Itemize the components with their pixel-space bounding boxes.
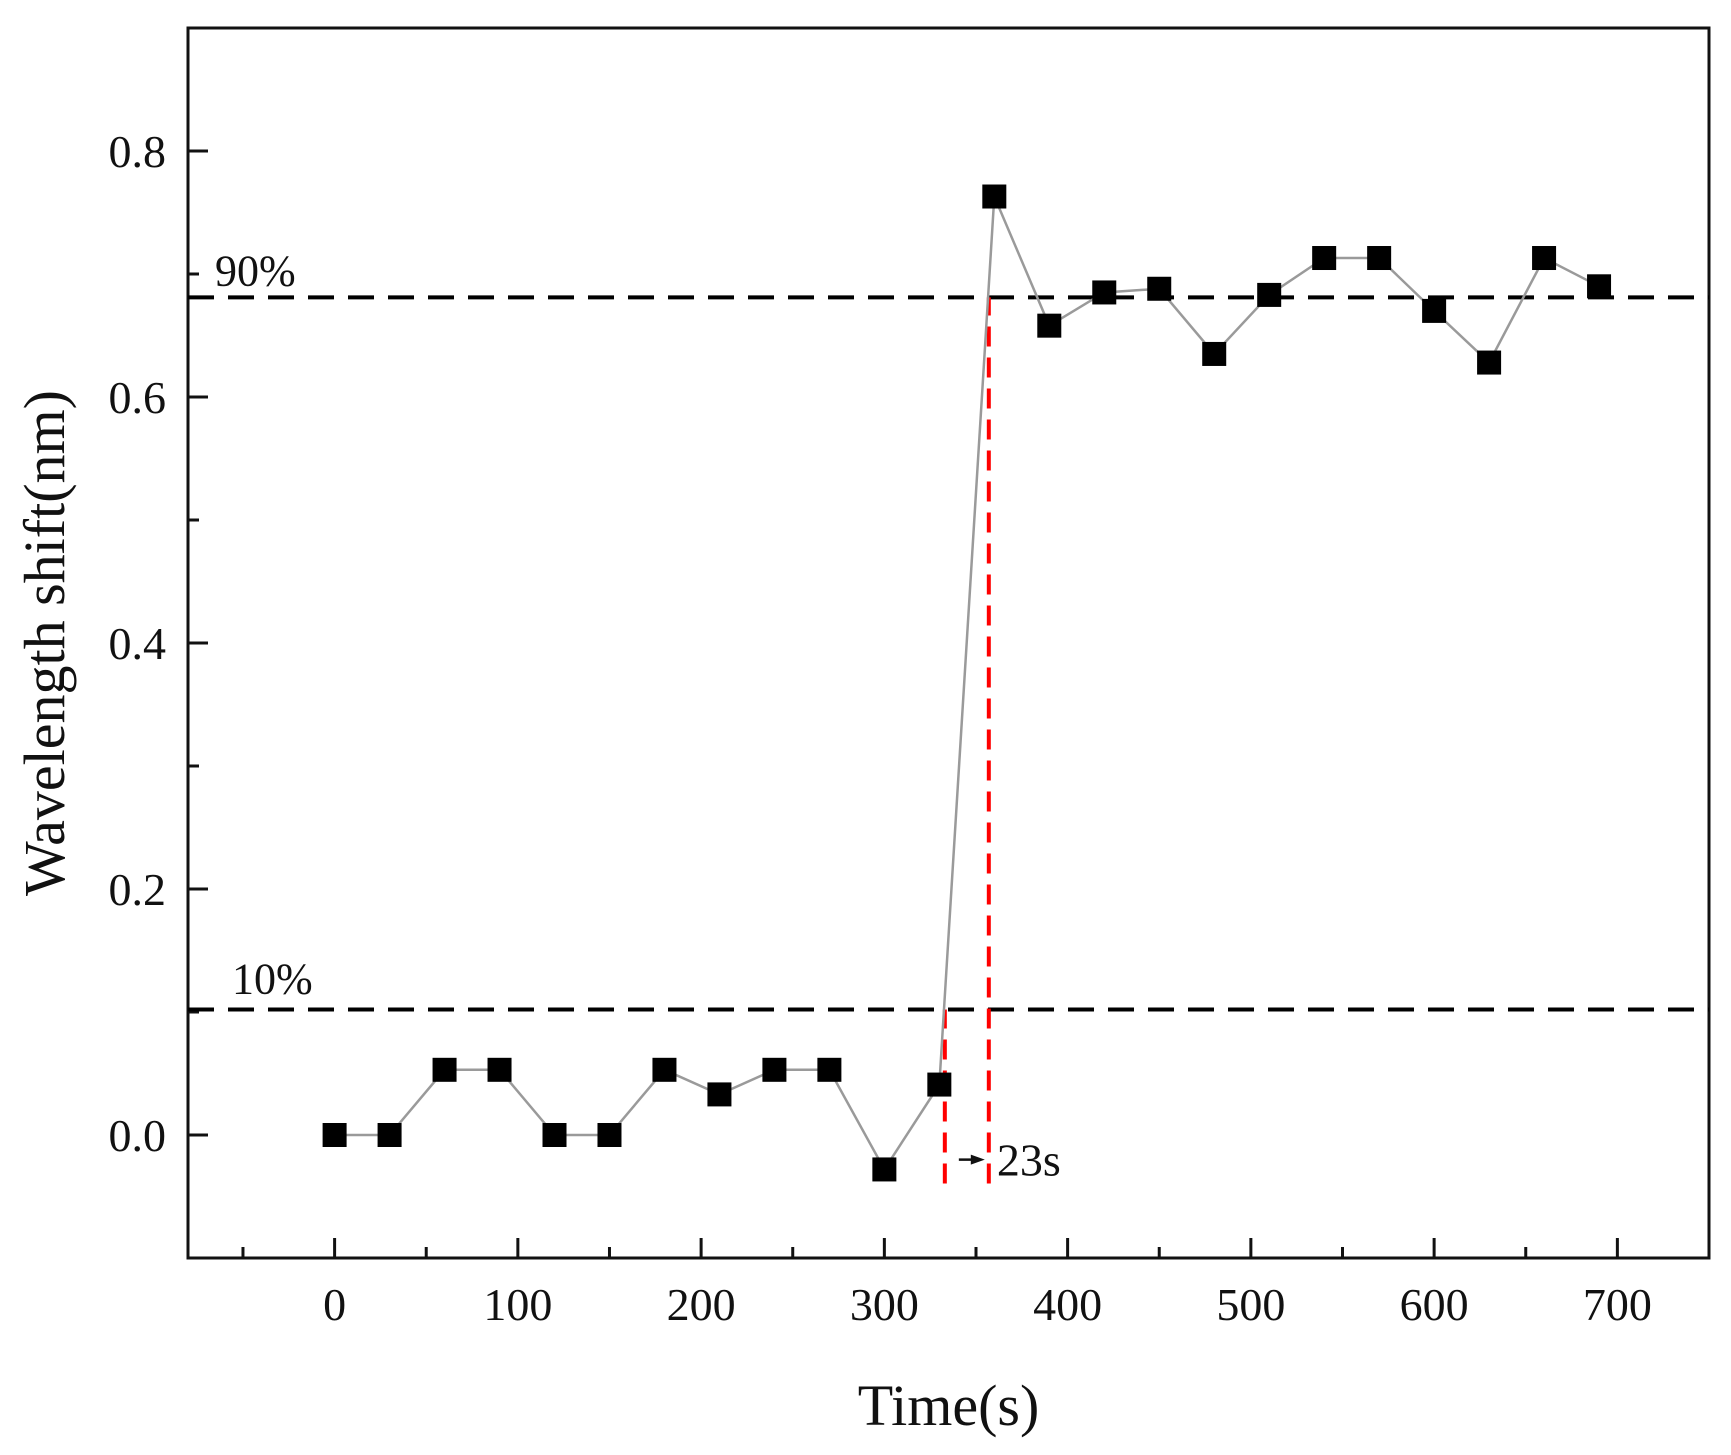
y-tick-label: 0.6 <box>109 372 167 423</box>
response-time-markers <box>942 297 991 1184</box>
x-tick-label: 0 <box>323 1279 346 1330</box>
data-point <box>1147 276 1172 301</box>
data-point <box>707 1082 732 1107</box>
y-axis-title: Wavelength shift(nm) <box>12 390 77 896</box>
data-point <box>1092 280 1117 305</box>
x-tick-label: 600 <box>1400 1279 1469 1330</box>
x-tick-label: 100 <box>483 1279 552 1330</box>
x-tick-label: 500 <box>1216 1279 1285 1330</box>
data-point <box>597 1123 622 1147</box>
data-point <box>1532 246 1557 271</box>
data-point <box>487 1057 512 1082</box>
data-point <box>432 1057 457 1082</box>
x-tick-label: 400 <box>1033 1279 1102 1330</box>
data-point <box>322 1123 347 1147</box>
y-tick-label: 0.0 <box>109 1110 167 1161</box>
series-line <box>334 196 1600 1172</box>
data-point <box>982 184 1007 209</box>
x-axis-title: Time(s) <box>858 1373 1040 1438</box>
x-tick-label: 200 <box>667 1279 736 1330</box>
data-point <box>1587 274 1612 299</box>
data-point <box>762 1057 787 1082</box>
data-point <box>1312 246 1337 271</box>
data-point <box>817 1057 842 1082</box>
reference-label-10: 10% <box>232 955 313 1004</box>
data-point <box>927 1072 952 1097</box>
data-point <box>652 1057 677 1082</box>
y-tick-label: 0.4 <box>109 618 167 669</box>
data-point <box>1202 341 1227 366</box>
axis-ticks: 0 100 200 300 400 500 600 700 0.0 0.2 0.4 0.6 0.8 <box>109 126 1652 1330</box>
data-point <box>542 1123 567 1147</box>
data-point <box>872 1157 897 1182</box>
x-tick-label: 300 <box>850 1279 919 1330</box>
response-time-annotation: 23s <box>997 1135 1061 1186</box>
data-point <box>1422 298 1447 323</box>
y-tick-label: 0.2 <box>109 864 167 915</box>
y-tick-label: 0.8 <box>109 126 167 177</box>
data-point <box>1257 282 1282 307</box>
data-series <box>322 184 1612 1182</box>
data-point <box>1367 246 1392 271</box>
annotation-arrow-head <box>970 1154 985 1165</box>
reference-label-90: 90% <box>215 246 296 295</box>
x-tick-label: 700 <box>1583 1279 1652 1330</box>
reference-lines <box>188 295 1709 1012</box>
data-point <box>1477 350 1502 375</box>
data-point <box>377 1123 402 1147</box>
data-point <box>1037 313 1062 338</box>
axis-labels: Time(s) Wavelength shift(nm) 90% 10% 23s <box>12 246 1061 1438</box>
